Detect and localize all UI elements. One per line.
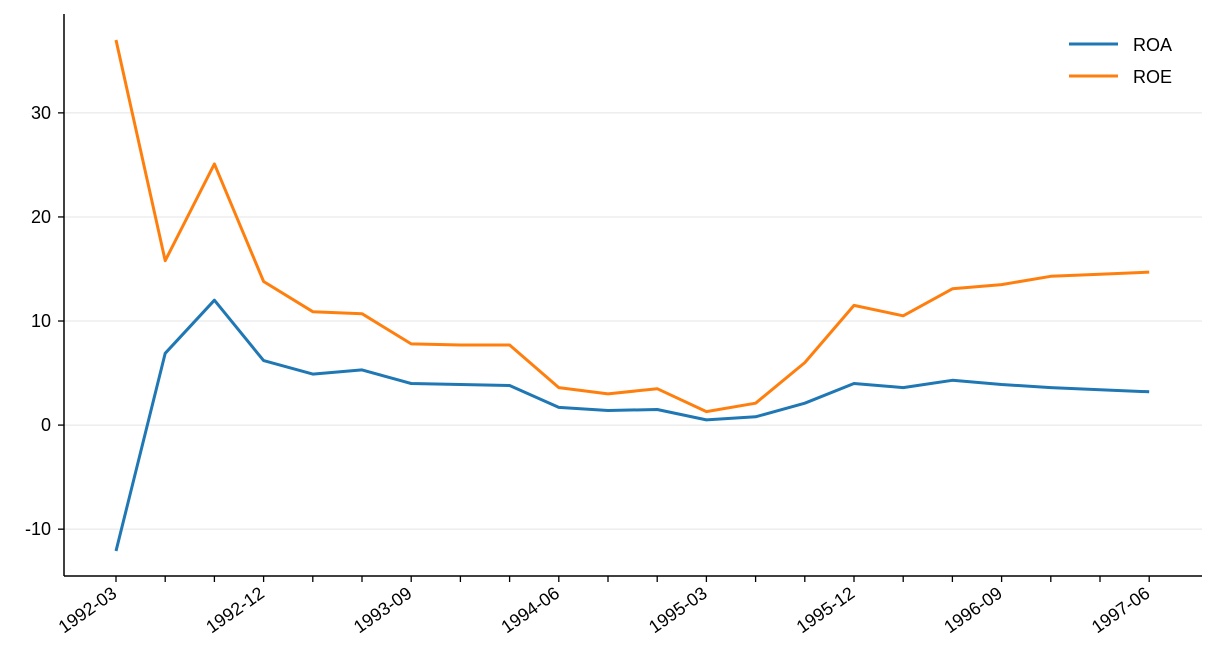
y-axis-ticks: -10 0 10 20 30 [25,103,64,539]
x-axis-ticks: 1992-03 1992-12 1993-09 1994-06 1995-03 1995-… [55,576,1154,637]
series-line-roa [114,298,1150,552]
series-lines [114,39,1150,552]
x-tick-label: 1993-09 [350,583,416,637]
x-tick-label: 1997-06 [1088,583,1154,637]
series-line-roe [114,39,1150,414]
legend: ROA ROE [1069,35,1172,87]
x-tick-label: 1992-03 [55,583,121,637]
legend-label-roa: ROA [1133,35,1172,55]
x-tick-label: 1995-03 [645,583,711,637]
x-tick-label: 1992-12 [202,583,268,637]
y-tick-label: 0 [41,415,51,435]
y-tick-label: 30 [31,103,51,123]
x-tick-label: 1996-09 [940,583,1006,637]
x-tick-label: 1995-12 [793,583,859,637]
legend-label-roe: ROE [1133,67,1172,87]
y-tick-label: 10 [31,311,51,331]
y-tick-label: -10 [25,519,51,539]
grid-lines [64,112,1202,530]
axes [63,14,1202,577]
x-tick-label: 1994-06 [498,583,564,637]
y-tick-label: 20 [31,207,51,227]
